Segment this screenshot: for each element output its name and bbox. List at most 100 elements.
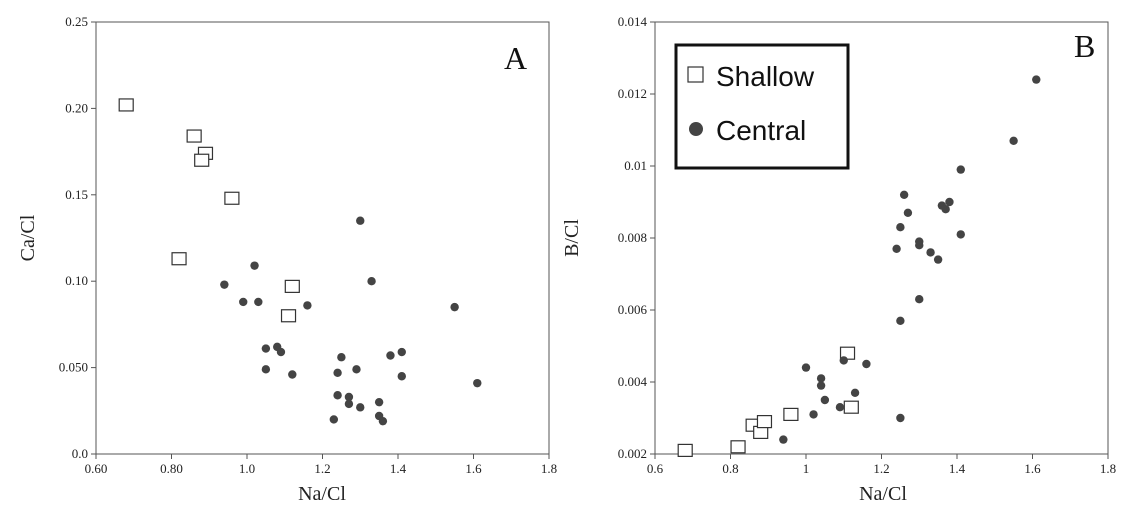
panel-b-x-ticks: 0.6 0.8 1 1.2 1.4 1.6 1.8 (647, 454, 1116, 476)
panel-b-x-tick-label: 1 (803, 461, 810, 476)
panel-b-y-axis-title: B/Cl (561, 219, 583, 257)
panel-a-x-tick-label: 0.60 (85, 461, 108, 476)
panel-b-x-axis-title: Na/Cl (859, 483, 907, 505)
panel-a-central-point (276, 347, 286, 357)
panel-b-central-point (809, 410, 818, 419)
panel-a-central-point (250, 261, 259, 270)
panel-b-y-ticks: 0.002 0.004 0.006 0.008 0.01 0.012 0.014 (618, 14, 655, 461)
panel-b-central-point (850, 388, 860, 397)
panel-b-x-tick-label: 1.6 (1024, 461, 1041, 476)
panel-a-central-point (397, 347, 406, 357)
panel-b-shallow-point (677, 443, 693, 457)
panel-b-x-tick-label: 0.6 (647, 461, 664, 476)
panel-a-shallow-point (224, 191, 240, 205)
panel-b-central-point (820, 395, 830, 405)
panel-b-central-point (956, 230, 965, 239)
panel-a-y-tick-label: 0.10 (65, 273, 88, 288)
panel-a-central-point (333, 368, 342, 377)
panel-a-y-tick-label: 0.15 (65, 187, 88, 202)
panel-b-letter: B (1074, 28, 1095, 64)
panel-a-shallow-point (171, 252, 187, 266)
panel-b-central-point (933, 255, 943, 264)
panel-a-central-point (386, 351, 395, 360)
panel-a-x-axis-title: Na/Cl (298, 483, 346, 505)
panel-a-central-point (220, 280, 229, 289)
panel-b-shallow-point (756, 415, 773, 429)
panel-a-x-tick-label: 1.0 (239, 461, 255, 476)
panel-b-y-tick-label: 0.01 (624, 158, 647, 173)
legend-shallow-label: Shallow (716, 61, 815, 92)
panel-b-y-tick-label: 0.002 (618, 446, 647, 461)
panel-a-shallow-point (118, 98, 134, 112)
panel-b-y-tick-label: 0.014 (618, 14, 648, 29)
panel-a: A Na/Cl Ca/Cl 0.60 0.80 1.0 1.2 1.4 1.6 1.8 0.… (17, 14, 557, 505)
legend-central-label: Central (716, 115, 806, 146)
panel-b: B Na/Cl B/Cl 0.6 0.8 1 1.2 1.4 1.6 1.8 0.0020.… (561, 14, 1116, 505)
panel-b-central-point (915, 241, 924, 250)
panel-a-y-ticks: 0.0 0.050 0.10 0.15 0.20 0.25 (59, 14, 96, 461)
panel-a-x-tick-label: 1.8 (541, 461, 557, 476)
panel-b-central-point (903, 208, 913, 217)
panel-b-central-point (896, 223, 905, 232)
panel-a-central-point (333, 391, 342, 400)
panel-a-central-point (473, 378, 482, 388)
legend: Shallow Central (674, 43, 850, 170)
panel-a-y-tick-label: 0.25 (65, 14, 88, 29)
panel-a-letter: A (504, 40, 527, 76)
panel-b-y-tick-label: 0.008 (618, 230, 647, 245)
panel-a-central-point (254, 297, 263, 307)
panel-b-central-point (892, 244, 901, 253)
panel-a-shallow-point (280, 309, 297, 323)
panel-b-central-point (896, 316, 905, 325)
panel-b-central-point (1009, 136, 1018, 145)
panel-b-central-point (816, 374, 826, 383)
panel-a-central-point (374, 397, 384, 407)
panel-b-central-point (915, 295, 924, 304)
panel-b-x-tick-label: 1.4 (949, 461, 966, 476)
panel-a-x-ticks: 0.60 0.80 1.0 1.2 1.4 1.6 1.8 (85, 454, 557, 476)
panel-a-central-point (337, 353, 346, 362)
legend-shallow-marker (687, 66, 704, 83)
panel-a-y-tick-label: 0.050 (59, 360, 88, 375)
panel-b-central-point (839, 356, 848, 365)
panel-b-y-tick-label: 0.012 (618, 86, 647, 101)
panel-b-central-point (945, 197, 954, 207)
panel-a-x-tick-label: 1.2 (314, 461, 330, 476)
panel-a-central-point (352, 365, 361, 374)
panel-a-x-tick-label: 1.4 (390, 461, 407, 476)
panel-b-central-point (956, 165, 965, 174)
panel-b-central-point (1032, 75, 1041, 84)
panel-a-y-axis-title: Ca/Cl (17, 214, 39, 261)
panel-a-central-point (397, 372, 406, 381)
panel-b-shallow-point (843, 400, 859, 414)
panel-a-y-tick-label: 0.20 (65, 100, 88, 115)
legend-central-marker (689, 122, 703, 136)
legend-box (674, 43, 850, 170)
panel-a-central-point (367, 277, 376, 286)
panel-a-central-point (261, 344, 271, 353)
panel-a-points (118, 98, 482, 426)
panel-a-central-point (378, 416, 388, 426)
panel-b-shallow-point (730, 440, 746, 454)
panel-b-central-point (835, 403, 845, 412)
panel-b-x-tick-label: 1.8 (1100, 461, 1116, 476)
panel-b-y-tick-label: 0.004 (618, 374, 648, 389)
panel-b-central-point (941, 205, 950, 214)
panel-b-y-tick-label: 0.006 (618, 302, 648, 317)
panel-a-shallow-point (284, 279, 300, 293)
panel-b-shallow-point (783, 407, 799, 421)
panel-a-shallow-point (186, 129, 202, 143)
panel-b-points (677, 75, 1041, 457)
panel-a-x-tick-label: 1.6 (465, 461, 482, 476)
panel-a-x-tick-label: 0.80 (160, 461, 183, 476)
panel-b-x-tick-label: 0.8 (722, 461, 738, 476)
panel-a-central-point (288, 370, 297, 379)
panel-b-central-point (926, 248, 935, 257)
panel-a-central-point (344, 399, 354, 409)
panel-a-central-point (450, 302, 459, 312)
panel-a-central-point (356, 403, 365, 412)
panel-a-central-point (303, 301, 312, 310)
panel-b-x-tick-label: 1.2 (873, 461, 889, 476)
panel-b-central-point (779, 435, 788, 444)
